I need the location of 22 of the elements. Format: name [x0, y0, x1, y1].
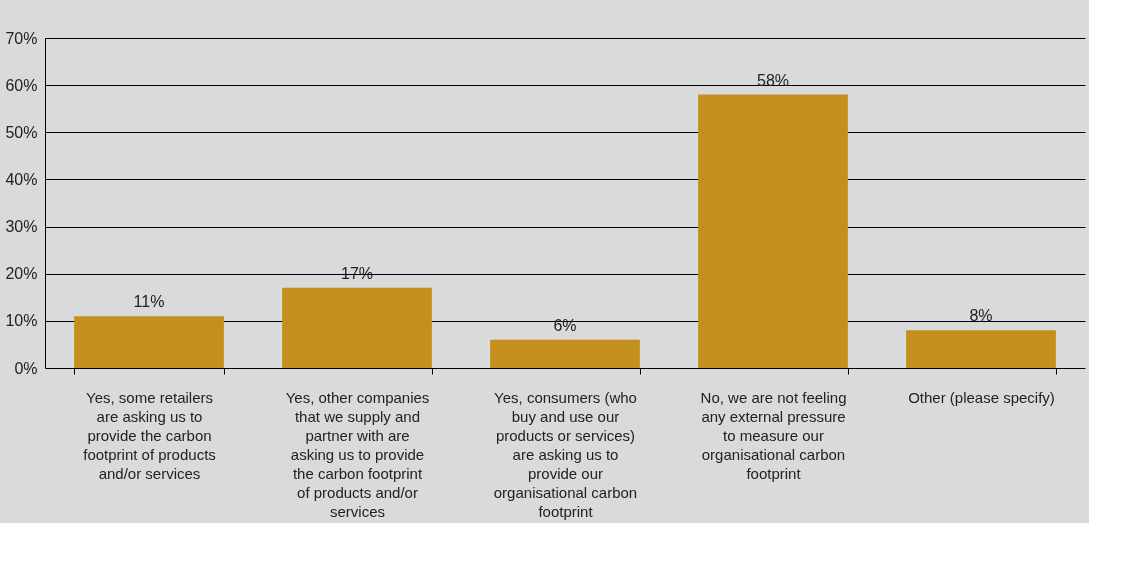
x-tick-label: Yes, other companies that we supply and partner with are asking us to provide the carbon footprint of products and/or services	[285, 388, 430, 520]
data-label: 6%	[553, 316, 577, 334]
y-tick-label: 20%	[5, 265, 38, 283]
x-tick-label: No, we are not feeling any external pressure to measure our organisational carbon footprint	[700, 388, 847, 482]
bar	[698, 94, 848, 368]
x-tick-label: Yes, consumers (who buy and use our products or services) are asking us to provide our organisational carbon footprint	[493, 388, 638, 520]
y-tick-label: 60%	[5, 76, 38, 94]
y-tick-label: 0%	[14, 359, 38, 377]
x-tick-label: Other (please specify)	[908, 388, 1055, 406]
y-tick-label: 50%	[5, 123, 38, 141]
bar	[282, 287, 432, 368]
bar	[74, 316, 224, 368]
y-tick-label: 70%	[5, 29, 38, 47]
y-tick-label: 40%	[5, 170, 38, 188]
data-label: 11%	[133, 293, 165, 311]
data-label: 58%	[756, 71, 790, 89]
y-tick-label: 10%	[5, 312, 38, 330]
data-label: 8%	[969, 307, 993, 325]
bar	[490, 339, 640, 368]
y-tick-label: 30%	[5, 218, 38, 236]
bar	[906, 330, 1056, 368]
x-tick-label: Yes, some retailers are asking us to provide the carbon footprint of products and/or services	[83, 388, 216, 482]
